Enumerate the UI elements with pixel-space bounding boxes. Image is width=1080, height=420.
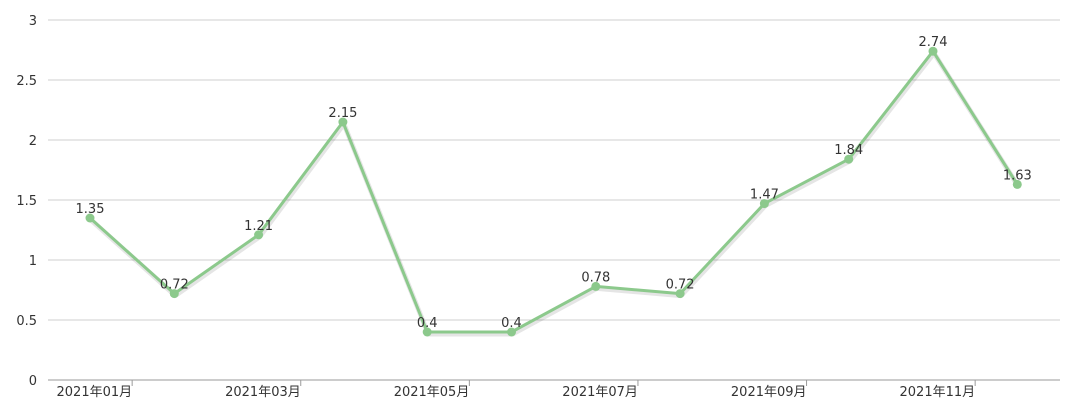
y-tick-label: 0 (29, 374, 37, 389)
data-label: 0.72 (666, 278, 695, 293)
x-tick-label: 2021年09月 (731, 385, 807, 400)
data-point (507, 327, 516, 337)
data-label: 1.84 (834, 143, 863, 158)
data-label: 0.4 (501, 316, 522, 331)
data-label: 0.4 (417, 316, 438, 331)
data-point (928, 46, 938, 56)
data-point (591, 281, 601, 291)
series-line (88, 49, 1019, 334)
data-label: 1.21 (244, 219, 273, 234)
data-label: 0.72 (160, 278, 189, 293)
data-label: 2.74 (919, 35, 948, 50)
x-tick-label: 2021年03月 (225, 385, 301, 400)
data-point (759, 199, 769, 209)
x-tick-label: 2021年01月 (57, 385, 133, 400)
data-point (254, 230, 264, 240)
data-point (422, 327, 432, 337)
x-tick-label: 2021年05月 (394, 385, 470, 400)
series-line-shadow (89, 50, 1021, 337)
data-point (675, 289, 685, 299)
data-point (338, 117, 348, 127)
data-point (169, 289, 179, 299)
data-label: 0.78 (581, 270, 610, 285)
y-tick-label: 0.5 (16, 314, 37, 329)
data-point (844, 154, 854, 164)
data-point (85, 213, 95, 223)
series-layer (85, 46, 1022, 337)
data-label: 1.47 (750, 188, 779, 203)
x-tick-label: 2021年11月 (900, 385, 976, 400)
label-layer: 1.35 0.72 1.21 2.15 0.4 0.4 0.78 0.72 1.47 1.84 2.… (76, 35, 1032, 331)
y-tick-label: 1.5 (16, 194, 37, 209)
y-tick-label: 1 (29, 254, 37, 269)
data-label: 1.63 (1003, 168, 1032, 183)
x-tick-label: 2021年07月 (562, 385, 638, 400)
y-tick-label: 2 (29, 134, 37, 149)
data-label: 1.35 (76, 202, 105, 217)
data-point (1012, 179, 1022, 189)
y-tick-label: 2.5 (16, 74, 37, 89)
data-label: 2.15 (328, 106, 357, 121)
y-tick-label: 3 (29, 14, 37, 29)
axis-layer: 0 0.5 1 1.5 2 2.5 3 2021年01月 2021年03月 2021年05月 202… (16, 14, 1060, 400)
grid-layer (48, 19, 1060, 321)
